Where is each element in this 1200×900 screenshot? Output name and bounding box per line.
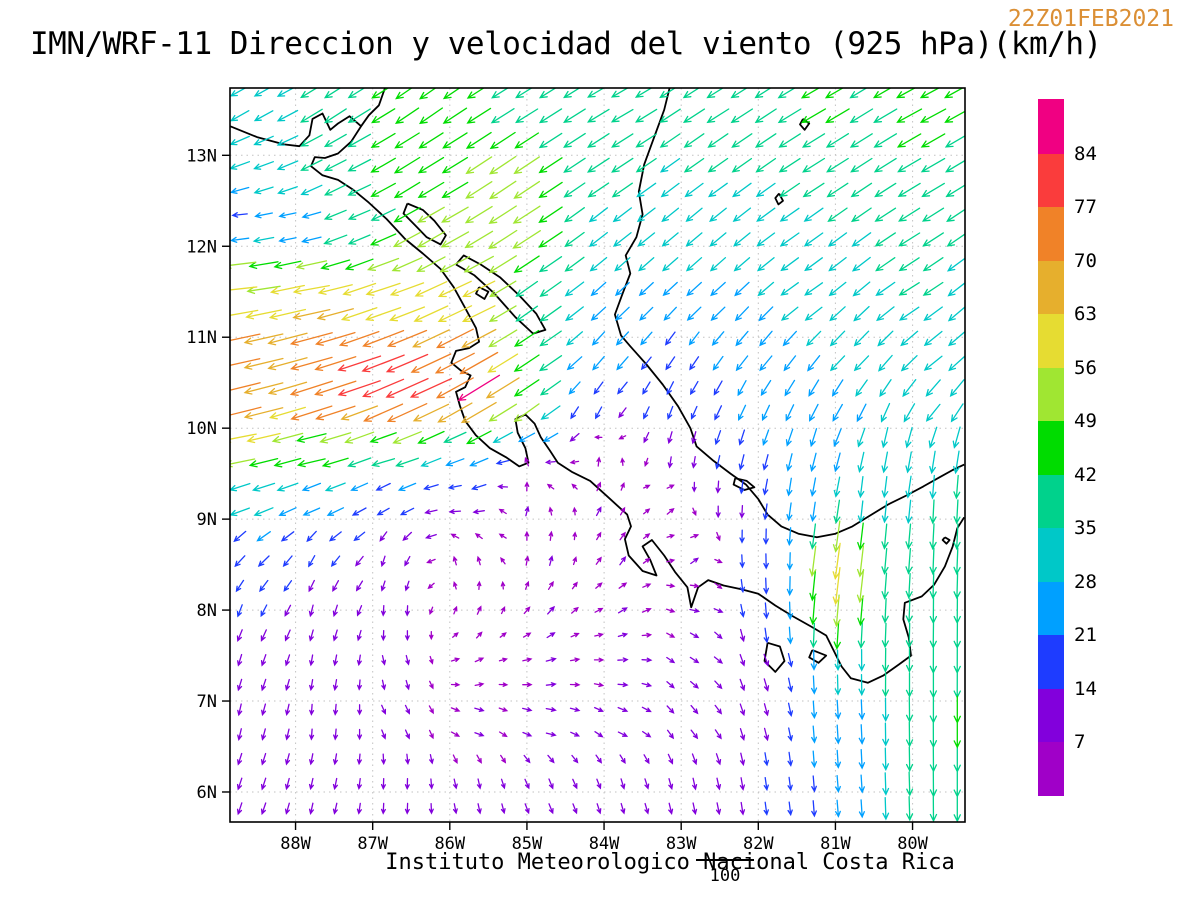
- coastline-path: [808, 649, 828, 664]
- wind-vector-layer: [230, 186, 867, 819]
- coastlines: [230, 88, 965, 684]
- lon-tick-label: 82W: [743, 834, 774, 854]
- wind-vector-layer: [243, 308, 520, 424]
- colorbar-labels: 7 14 21 28 35 42 49 56 63 70 77 84: [1074, 100, 1134, 796]
- colorbar-level-label: 14: [1074, 677, 1097, 700]
- lon-tick-label: 81W: [820, 834, 851, 854]
- wind-vector-layer: [230, 280, 841, 606]
- coastline-path: [230, 112, 965, 684]
- colorbar-segment: [1038, 527, 1064, 582]
- colorbar-segment: [1038, 474, 1064, 529]
- colorbar-level-label: 35: [1074, 517, 1097, 540]
- lat-tick-label: 8N: [197, 601, 217, 621]
- colorbar-level-label: 21: [1074, 624, 1097, 647]
- coastline-path: [455, 254, 547, 335]
- reference-vector-line: [696, 859, 754, 861]
- credit-text: Instituto Meteorologico Nacional Costa R…: [385, 850, 955, 875]
- coastline-path: [614, 88, 965, 539]
- colorbar-segment: [1038, 152, 1064, 208]
- colorbar-level-label: 77: [1074, 196, 1097, 219]
- colorbar-segment: [1038, 99, 1064, 154]
- wind-vectors: [230, 88, 965, 822]
- lon-tick-label: 80W: [897, 834, 928, 854]
- lat-tick-label: 13N: [186, 146, 217, 166]
- colorbar-level-label: 70: [1074, 249, 1097, 272]
- wind-vector-layer: [457, 374, 501, 402]
- wind-vector-layer: [300, 88, 965, 822]
- colorbar-segment: [1038, 581, 1064, 636]
- coastline-path: [732, 477, 756, 491]
- timestamp: 22Z01FEB2021: [1007, 6, 1174, 32]
- coastline-path: [360, 88, 386, 127]
- lat-tick-label: 10N: [186, 419, 217, 439]
- colorbar-segment: [1038, 313, 1064, 368]
- reference-vector-label: 100: [709, 866, 741, 886]
- graticule: [230, 88, 965, 822]
- colorbar-segment: [1038, 741, 1064, 796]
- wind-vector-layer: [230, 328, 499, 423]
- colorbar-level-label: 42: [1074, 463, 1097, 486]
- wind-vector-layer: [230, 155, 865, 628]
- lat-tick-label: 7N: [197, 692, 217, 712]
- lon-tick-label: 88W: [280, 834, 311, 854]
- colorbar-segment: [1038, 367, 1064, 422]
- lon-tick-label: 85W: [512, 834, 543, 854]
- lon-tick-label: 87W: [357, 834, 388, 854]
- colorbar-level-label: 7: [1074, 731, 1086, 754]
- coastline-path: [763, 641, 786, 673]
- wind-vector-layer: [426, 435, 723, 765]
- colorbar: [1038, 99, 1064, 796]
- colorbar-level-label: 49: [1074, 410, 1097, 433]
- lon-tick-label: 86W: [434, 834, 465, 854]
- wind-vector-layer: [248, 88, 965, 749]
- colorbar-segment: [1038, 634, 1064, 689]
- lat-tick-label: 6N: [197, 783, 217, 803]
- lat-tick-label: 12N: [186, 237, 217, 257]
- wind-vector-layer: [337, 353, 453, 398]
- lon-tick-label: 84W: [589, 834, 620, 854]
- map-frame: [229, 87, 966, 823]
- colorbar-segment: [1038, 420, 1064, 475]
- coastline-path: [402, 202, 447, 246]
- lat-tick-label: 11N: [186, 328, 217, 348]
- coastline-path: [774, 192, 784, 206]
- wind-vector-layer: [231, 212, 817, 818]
- colorbar-level-label: 28: [1074, 570, 1097, 593]
- lon-tick-label: 83W: [666, 834, 697, 854]
- axis-ticks-and-labels: 13N 12N 11N 10N 9N 8N 7N 6N 88W 87W 86W 85W 84W 83W 82…: [186, 146, 928, 854]
- wind-vector-layer: [236, 407, 770, 816]
- page-title: IMN/WRF-11 Direccion y velocidad del vie…: [30, 26, 1102, 62]
- colorbar-segment: [1038, 260, 1064, 315]
- colorbar-segment: [1038, 688, 1064, 743]
- colorbar-level-label: 63: [1074, 303, 1097, 326]
- colorbar-level-label: 56: [1074, 356, 1097, 379]
- colorbar-segment: [1038, 206, 1064, 261]
- coastline-path: [941, 536, 951, 545]
- colorbar-level-label: 84: [1074, 142, 1097, 165]
- coastline-path: [475, 286, 490, 300]
- lat-tick-label: 9N: [197, 510, 217, 530]
